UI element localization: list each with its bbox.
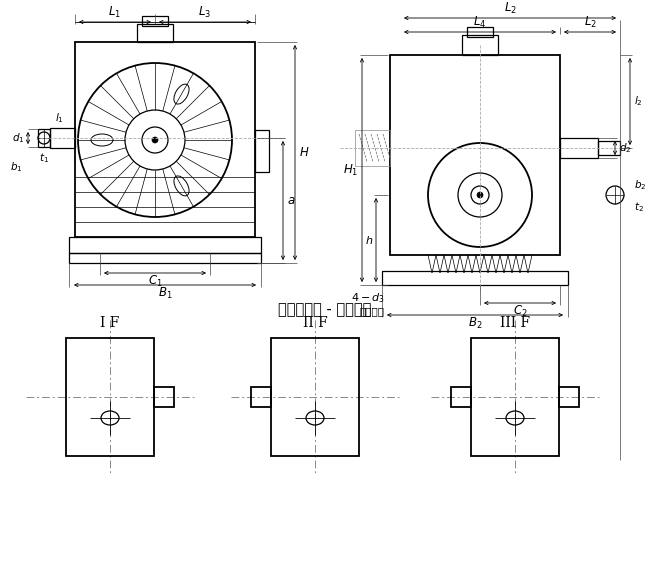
Text: $d_1$: $d_1$ <box>12 131 25 145</box>
Bar <box>38 129 50 147</box>
Text: $B_2$: $B_2$ <box>468 316 482 331</box>
Text: III F: III F <box>500 316 530 330</box>
Text: $d_2$: $d_2$ <box>619 141 631 155</box>
Bar <box>69 237 261 253</box>
Bar <box>142 16 168 26</box>
Text: $4-d_3$: $4-d_3$ <box>351 291 385 305</box>
Text: $t_1$: $t_1$ <box>39 151 49 165</box>
Bar <box>390 55 560 255</box>
Text: II F: II F <box>303 316 328 330</box>
Text: $t_2$: $t_2$ <box>634 200 644 214</box>
Bar <box>462 35 498 55</box>
Bar <box>69 253 261 263</box>
Bar <box>355 130 390 166</box>
Bar <box>560 138 598 158</box>
Bar <box>75 42 255 237</box>
Bar <box>451 387 471 407</box>
Circle shape <box>477 192 483 198</box>
Bar <box>251 387 271 407</box>
Text: $b_2$: $b_2$ <box>634 178 647 192</box>
Bar <box>471 338 559 456</box>
Text: $L_4$: $L_4$ <box>473 15 487 30</box>
Bar <box>559 387 579 407</box>
Text: 螺栓直径: 螺栓直径 <box>360 306 385 316</box>
Text: $H$: $H$ <box>299 146 309 159</box>
Bar <box>137 24 173 42</box>
Circle shape <box>152 137 158 143</box>
Text: $L_3$: $L_3$ <box>198 5 211 20</box>
Text: I F: I F <box>100 316 120 330</box>
Text: $L_1$: $L_1$ <box>109 5 122 20</box>
Bar <box>271 338 359 456</box>
Text: $H_1$: $H_1$ <box>343 162 358 177</box>
Text: $l_2$: $l_2$ <box>634 95 643 108</box>
Text: $C_1$: $C_1$ <box>148 274 162 289</box>
Text: $b_1$: $b_1$ <box>10 160 22 174</box>
Bar <box>382 271 568 285</box>
Text: $l_1$: $l_1$ <box>55 111 64 125</box>
Bar <box>50 128 75 148</box>
Text: $L_2$: $L_2$ <box>504 1 517 16</box>
Text: $B_1$: $B_1$ <box>158 286 172 301</box>
Text: 装配型式（ - 带风扇）: 装配型式（ - 带风扇） <box>278 303 372 317</box>
Bar <box>255 130 269 172</box>
Bar <box>467 27 493 37</box>
Bar <box>66 338 154 456</box>
Bar <box>154 387 174 407</box>
Bar <box>598 141 620 155</box>
Text: $a$: $a$ <box>287 194 295 207</box>
Text: $L_2$: $L_2$ <box>584 15 597 30</box>
Text: $h$: $h$ <box>365 234 373 246</box>
Text: $C_2$: $C_2$ <box>513 304 527 319</box>
